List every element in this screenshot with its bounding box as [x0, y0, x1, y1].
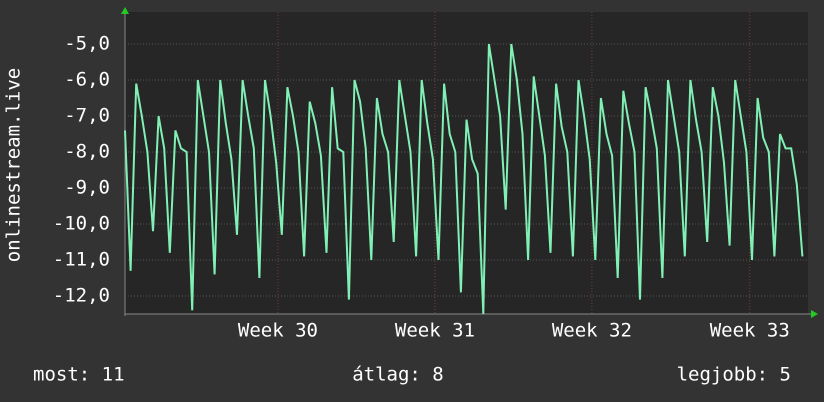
x-tick-label: Week 32 [552, 320, 632, 342]
axis-arrow [121, 7, 129, 14]
y-tick-label: -7,0 [64, 105, 110, 127]
x-tick-label: Week 31 [395, 320, 475, 342]
y-tick-label: -9,0 [64, 177, 110, 199]
y-axis-label: onlinestream.live [3, 68, 25, 262]
y-tick-label: -5,0 [64, 33, 110, 55]
y-tick-label: -11,0 [53, 249, 110, 271]
stats: most: 11 átlag: 8 legjobb: 5 [33, 364, 791, 386]
y-tick-label: -10,0 [53, 213, 110, 235]
y-tick-label: -8,0 [64, 141, 110, 163]
plot-area [125, 12, 808, 314]
y-tick-label: -12,0 [53, 285, 110, 307]
x-tick-label: Week 33 [710, 320, 790, 342]
stat: legjobb: 5 [677, 364, 791, 386]
data-line [124, 43, 804, 315]
axis-arrow [811, 310, 818, 318]
stat: most: 11 [33, 364, 125, 386]
y-tick-label: -6,0 [64, 69, 110, 91]
stat: átlag: 8 [352, 364, 444, 386]
x-tick-label: Week 30 [238, 320, 318, 342]
